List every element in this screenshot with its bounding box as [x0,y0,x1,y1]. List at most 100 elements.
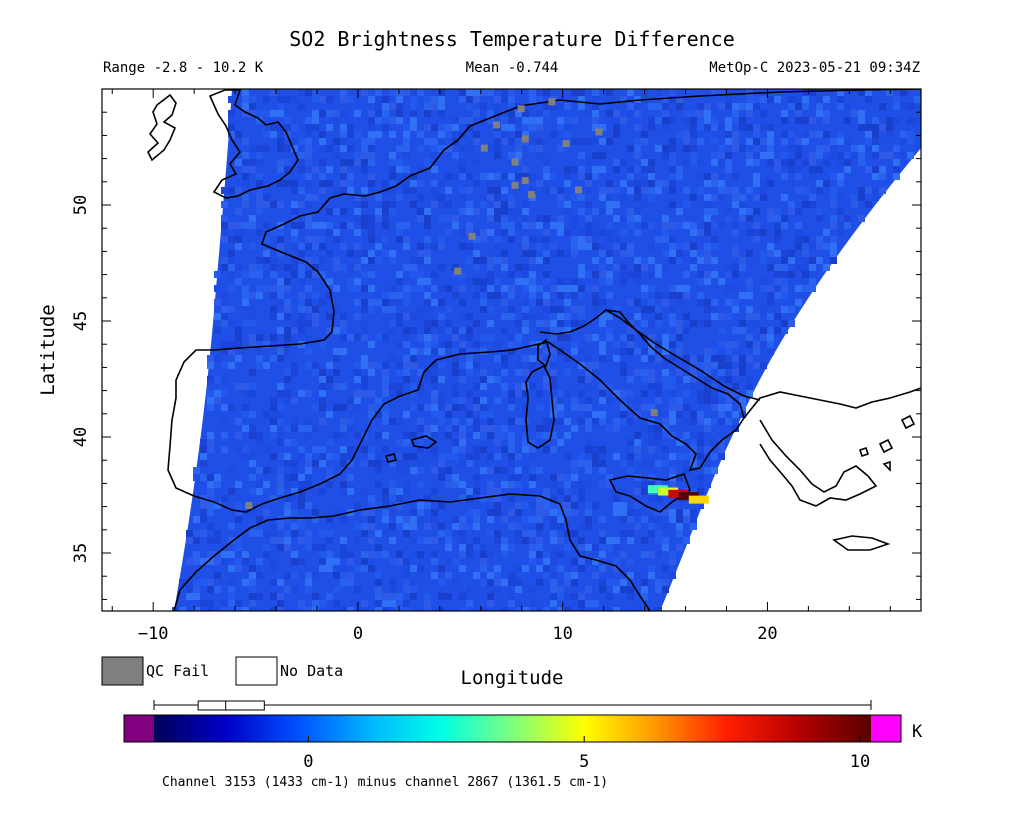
swath-pixel [599,313,606,320]
qc-fail-pixel [468,232,476,240]
swath-pixel [473,362,480,369]
swath-pixel [242,299,249,306]
swath-pixel [368,215,375,222]
swath-pixel [760,362,767,369]
swath-pixel [648,285,655,292]
swath-pixel [522,110,529,117]
swath-pixel [347,145,354,152]
swath-pixel [340,572,347,579]
swath-pixel [697,411,704,418]
swath-pixel [326,439,333,446]
swath-pixel [697,390,704,397]
swath-pixel [361,152,368,159]
swath-pixel [452,334,459,341]
swath-pixel [571,425,578,432]
swath-pixel [319,313,326,320]
swath-pixel [312,117,319,124]
swath-pixel [228,607,235,611]
swath-pixel [683,271,690,278]
swath-pixel [669,180,676,187]
swath-pixel [382,516,389,523]
swath-pixel [431,411,438,418]
swath-pixel [739,292,746,299]
swath-pixel [305,285,312,292]
swath-pixel [403,355,410,362]
swath-pixel [340,446,347,453]
swath-pixel [312,551,319,558]
swath-pixel [739,89,746,96]
swath-pixel [760,194,767,201]
swath-pixel [711,418,718,425]
swath-pixel [284,460,291,467]
swath-pixel [802,201,809,208]
swath-pixel [606,355,613,362]
swath-pixel [760,229,767,236]
swath-pixel [543,292,550,299]
swath-pixel [340,173,347,180]
swath-pixel [627,460,634,467]
swath-pixel [536,544,543,551]
swath-pixel [634,481,641,488]
swath-pixel [781,222,788,229]
swath-pixel [445,152,452,159]
swath-pixel [445,593,452,600]
swath-pixel [704,425,711,432]
swath-pixel [501,292,508,299]
swath-pixel [536,320,543,327]
swath-pixel [718,341,725,348]
swath-pixel [291,285,298,292]
swath-pixel [431,383,438,390]
swath-pixel [249,453,256,460]
swath-pixel [592,117,599,124]
swath-pixel [613,159,620,166]
swath-pixel [319,600,326,607]
swath-pixel [452,558,459,565]
swath-pixel [466,516,473,523]
swath-pixel [543,558,550,565]
swath-pixel [578,607,585,611]
swath-pixel [284,425,291,432]
swath-pixel [312,89,319,96]
swath-pixel [221,502,228,509]
swath-pixel [557,334,564,341]
swath-pixel [522,278,529,285]
swath-pixel [732,250,739,257]
qc-fail-pixel [454,267,462,275]
swath-pixel [606,313,613,320]
swath-pixel [326,600,333,607]
swath-pixel [550,467,557,474]
swath-pixel [298,103,305,110]
swath-pixel [718,180,725,187]
qc-fail-pixel [517,105,525,113]
swath-pixel [494,586,501,593]
swath-pixel [683,292,690,299]
swath-pixel [340,187,347,194]
swath-pixel [627,208,634,215]
swath-pixel [676,166,683,173]
swath-pixel [536,96,543,103]
swath-pixel [879,173,886,180]
swath-pixel [445,110,452,117]
swath-pixel [683,138,690,145]
distribution-boxplot [153,700,872,711]
swath-pixel [284,516,291,523]
swath-pixel [795,271,802,278]
swath-pixel [592,292,599,299]
swath-pixel [347,117,354,124]
swath-pixel [277,292,284,299]
swath-pixel [620,96,627,103]
swath-pixel [375,243,382,250]
swath-pixel [228,537,235,544]
no-data-swatch [235,656,278,686]
swath-pixel [823,145,830,152]
swath-pixel [676,152,683,159]
swath-pixel [865,166,872,173]
swath-pixel [473,159,480,166]
swath-pixel [284,243,291,250]
swath-pixel [319,264,326,271]
swath-pixel [592,369,599,376]
swath-pixel [774,278,781,285]
swath-pixel [277,481,284,488]
swath-pixel [529,439,536,446]
swath-pixel [879,166,886,173]
